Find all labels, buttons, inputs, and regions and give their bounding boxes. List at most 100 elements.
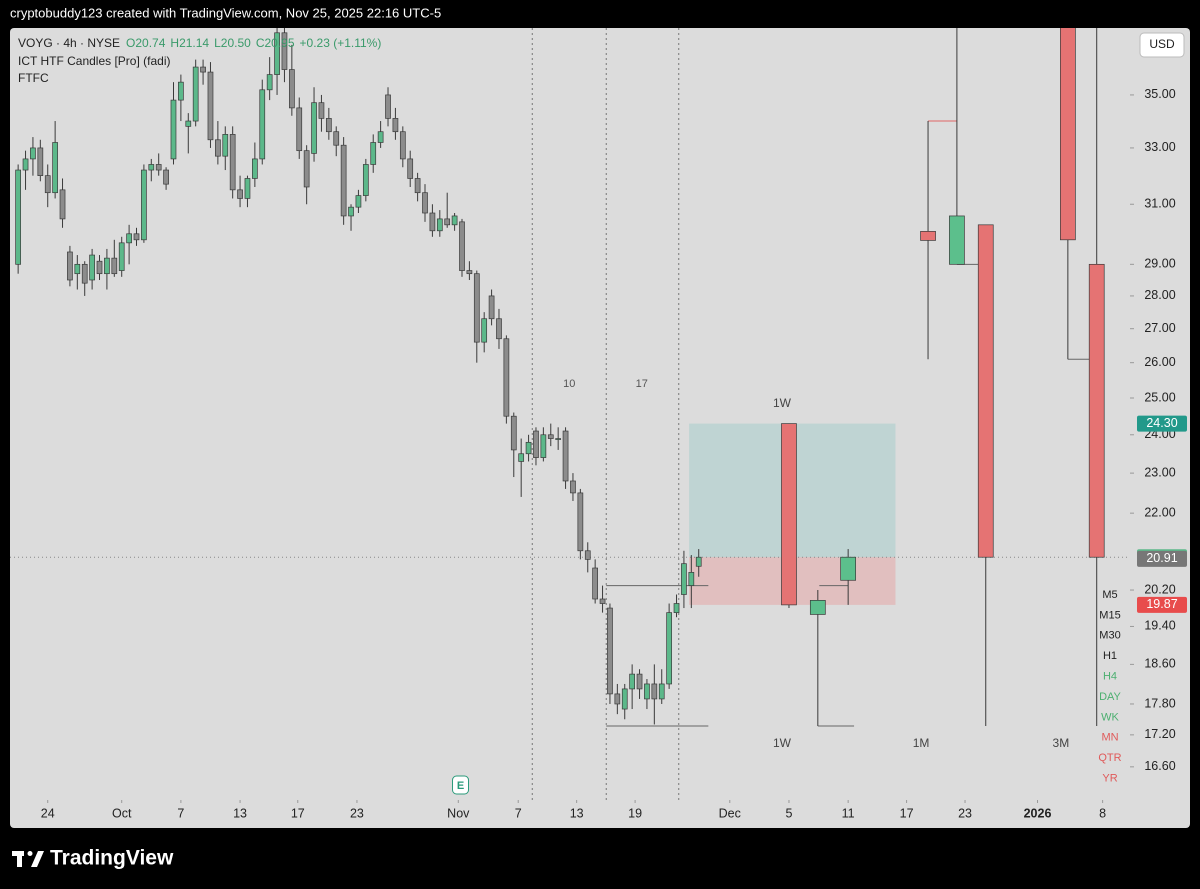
x-tick-label: 7: [177, 806, 184, 820]
ftfc-item: M15: [1099, 609, 1120, 621]
candle-body: [244, 178, 251, 199]
candle-body: [333, 131, 340, 146]
candle-body: [414, 178, 421, 194]
candle-body: [695, 556, 702, 567]
candle-body: [67, 251, 73, 281]
candle-body: [651, 683, 658, 700]
htf-candle-body: [977, 224, 994, 558]
y-tick-label: 29.00: [1144, 257, 1175, 271]
candle-body: [178, 81, 184, 101]
candle-body: [466, 270, 473, 275]
ftfc-item: DAY: [1099, 691, 1121, 703]
candle-body: [89, 254, 95, 281]
candle-body: [170, 99, 177, 160]
htf-label: 1W: [773, 396, 792, 410]
y-tick-label: 17.20: [1144, 727, 1175, 741]
candle-body: [533, 430, 539, 458]
candle-body: [37, 147, 44, 177]
candle-body: [118, 242, 125, 271]
candle-body: [614, 693, 621, 705]
y-tick-label: 27.00: [1144, 321, 1175, 335]
candle-body: [340, 144, 347, 217]
candle-body: [540, 434, 547, 458]
candle-body: [392, 118, 399, 133]
legend-item: VOYG · 4h · NYSE: [18, 36, 120, 50]
candle-body: [52, 142, 58, 194]
legend-item: +0.23 (+1.11%): [300, 36, 382, 50]
candle-body: [104, 257, 110, 275]
price-label: 20.91: [1146, 551, 1177, 565]
candle-body: [126, 233, 132, 244]
candle-body: [577, 492, 584, 552]
candle-body: [488, 295, 495, 320]
candle-body: [288, 69, 295, 109]
y-tick-label: 17.80: [1144, 696, 1175, 710]
candle-body: [207, 71, 214, 141]
x-tick-label: 24: [41, 806, 55, 820]
currency[interactable]: USD: [1149, 37, 1175, 51]
candle-body: [444, 218, 451, 226]
candle-body: [274, 32, 280, 75]
candle-body: [451, 215, 458, 226]
ftfc-item: M5: [1102, 589, 1117, 601]
candle-body: [496, 318, 502, 340]
currency-button[interactable]: USD: [1139, 32, 1185, 58]
candle-body: [215, 139, 221, 157]
candle-body: [599, 598, 606, 604]
ftfc-item: QTR: [1098, 752, 1121, 764]
legend-item: O20.74: [126, 36, 166, 50]
y-tick-label: 22.00: [1144, 505, 1175, 519]
x-tick-label: Oct: [112, 806, 132, 820]
x-tick-label: 2026: [1024, 806, 1052, 820]
candle-body: [377, 131, 384, 143]
candle-body: [362, 164, 369, 196]
x-tick-label: 23: [350, 806, 364, 820]
candle-body: [133, 233, 140, 241]
x-tick-label: 8: [1099, 806, 1106, 820]
y-tick-label: 16.60: [1144, 759, 1175, 773]
x-tick-label: 19: [628, 806, 642, 820]
candle-body: [518, 453, 525, 462]
x-tick-label: 7: [515, 806, 522, 820]
plot: 10 17 1W 1W 1M 3M E: [10, 28, 1130, 800]
candle-body: [473, 273, 480, 343]
candle-body: [570, 480, 576, 494]
candle-body: [370, 142, 377, 165]
y-tick-label: 19.40: [1144, 619, 1175, 633]
candle-body: [348, 206, 354, 217]
candle-body: [15, 169, 21, 265]
htf-label: 1M: [913, 736, 930, 750]
candle-body: [141, 169, 147, 241]
legend-item: L20.50: [214, 36, 251, 50]
event-label: E: [457, 780, 464, 792]
candle-body: [399, 131, 406, 160]
legend-item: H21.14: [170, 36, 209, 50]
candle-body: [629, 673, 635, 690]
htf-candle-body: [840, 556, 857, 581]
candle-body: [252, 158, 258, 179]
candle-body: [311, 102, 317, 154]
candle-body: [222, 134, 229, 157]
x-tick-label: 13: [233, 806, 247, 820]
candle-body: [429, 212, 436, 232]
candle-body: [407, 158, 414, 179]
candle-body: [355, 195, 362, 208]
candle-body: [459, 221, 465, 271]
x-tick-label: 5: [785, 806, 792, 820]
y-tick-label: 28.00: [1144, 288, 1175, 302]
candle-body: [318, 102, 325, 119]
candle-body: [192, 66, 199, 122]
candle-body: [621, 688, 628, 710]
brand: TradingView: [50, 847, 174, 870]
candle-body: [281, 32, 288, 70]
htf-candle-body: [809, 600, 826, 615]
candle-body: [503, 338, 510, 417]
candle-body: [481, 318, 488, 343]
price-label: 24.30: [1146, 416, 1177, 430]
ftfc-item: WK: [1101, 711, 1119, 723]
session-label: 17: [636, 378, 648, 390]
candle-body: [22, 158, 29, 171]
candle-body: [436, 218, 443, 232]
htf-label: 1W: [773, 736, 792, 750]
